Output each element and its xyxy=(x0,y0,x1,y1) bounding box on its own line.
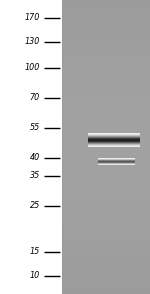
Text: 15: 15 xyxy=(30,248,40,256)
Text: 100: 100 xyxy=(25,64,40,73)
Text: 170: 170 xyxy=(25,14,40,23)
Text: 40: 40 xyxy=(30,153,40,163)
Bar xyxy=(0,0,62,294)
Text: 70: 70 xyxy=(30,93,40,103)
Text: 130: 130 xyxy=(25,38,40,46)
Text: 55: 55 xyxy=(30,123,40,133)
Text: 35: 35 xyxy=(30,171,40,181)
Text: 10: 10 xyxy=(30,271,40,280)
Text: 25: 25 xyxy=(30,201,40,211)
